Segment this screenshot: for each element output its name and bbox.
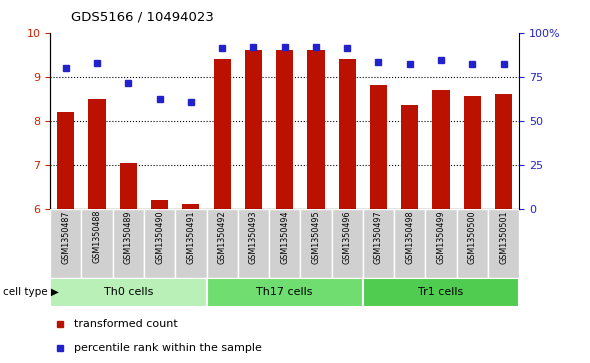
Bar: [488, 209, 519, 278]
Bar: [206, 278, 363, 307]
Bar: [245, 50, 262, 209]
Text: Th0 cells: Th0 cells: [104, 287, 153, 297]
Bar: [50, 209, 81, 278]
Bar: [88, 99, 106, 209]
Text: Th17 cells: Th17 cells: [257, 287, 313, 297]
Bar: [300, 209, 332, 278]
Bar: [144, 209, 175, 278]
Bar: [464, 97, 481, 209]
Text: GSM1350491: GSM1350491: [186, 210, 195, 264]
Text: GSM1350501: GSM1350501: [499, 210, 508, 264]
Bar: [151, 200, 168, 209]
Text: transformed count: transformed count: [74, 319, 178, 329]
Bar: [269, 209, 300, 278]
Bar: [307, 50, 324, 209]
Bar: [339, 59, 356, 209]
Text: GSM1350495: GSM1350495: [312, 210, 320, 264]
Text: percentile rank within the sample: percentile rank within the sample: [74, 343, 261, 354]
Bar: [238, 209, 269, 278]
Text: GSM1350500: GSM1350500: [468, 210, 477, 264]
Text: GSM1350493: GSM1350493: [249, 210, 258, 264]
Bar: [457, 209, 488, 278]
Text: Tr1 cells: Tr1 cells: [418, 287, 464, 297]
Bar: [113, 209, 144, 278]
Text: GSM1350498: GSM1350498: [405, 210, 414, 264]
Bar: [214, 59, 231, 209]
Bar: [50, 278, 206, 307]
Bar: [401, 105, 418, 209]
Text: GDS5166 / 10494023: GDS5166 / 10494023: [71, 11, 214, 24]
Bar: [332, 209, 363, 278]
Bar: [370, 85, 387, 209]
Text: GSM1350490: GSM1350490: [155, 210, 164, 264]
Bar: [206, 209, 238, 278]
Bar: [363, 209, 394, 278]
Text: GSM1350499: GSM1350499: [437, 210, 445, 264]
Bar: [175, 209, 206, 278]
Bar: [495, 94, 512, 209]
Bar: [432, 90, 450, 209]
Bar: [276, 50, 293, 209]
Bar: [81, 209, 113, 278]
Bar: [394, 209, 425, 278]
Text: GSM1350492: GSM1350492: [218, 210, 227, 264]
Text: cell type ▶: cell type ▶: [3, 287, 59, 297]
Text: GSM1350494: GSM1350494: [280, 210, 289, 264]
Bar: [363, 278, 519, 307]
Bar: [120, 163, 137, 209]
Text: GSM1350487: GSM1350487: [61, 210, 70, 264]
Bar: [57, 112, 74, 209]
Text: GSM1350488: GSM1350488: [93, 210, 101, 264]
Bar: [182, 204, 199, 209]
Text: GSM1350497: GSM1350497: [374, 210, 383, 264]
Text: GSM1350496: GSM1350496: [343, 210, 352, 264]
Bar: [425, 209, 457, 278]
Text: GSM1350489: GSM1350489: [124, 210, 133, 264]
